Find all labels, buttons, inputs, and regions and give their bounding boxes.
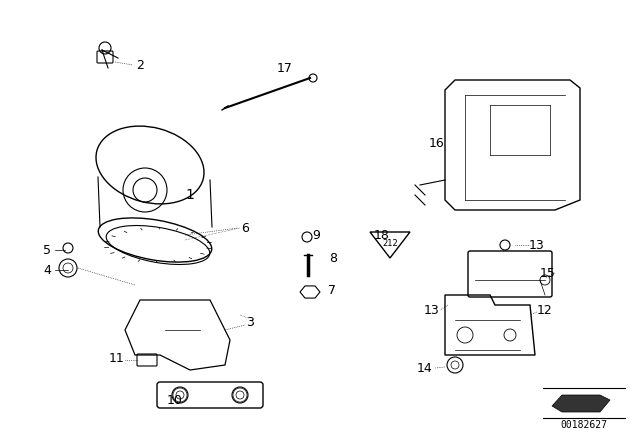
Text: 5: 5 (43, 244, 51, 257)
Text: 16: 16 (429, 137, 445, 150)
Text: 12: 12 (537, 303, 553, 316)
Text: 00182627: 00182627 (561, 420, 607, 430)
Text: 8: 8 (329, 251, 337, 264)
Text: 10: 10 (167, 393, 183, 406)
Text: 9: 9 (312, 228, 320, 241)
Text: 14: 14 (417, 362, 433, 375)
Text: 13: 13 (424, 303, 440, 316)
Text: 4: 4 (43, 263, 51, 276)
Text: 212: 212 (382, 238, 398, 247)
Text: 17: 17 (277, 61, 293, 74)
Text: 6: 6 (241, 221, 249, 234)
Text: 11: 11 (109, 352, 125, 365)
Text: 2: 2 (136, 59, 144, 72)
Text: 1: 1 (186, 188, 195, 202)
Text: 13: 13 (529, 238, 545, 251)
Text: 7: 7 (328, 284, 336, 297)
Text: 15: 15 (540, 267, 556, 280)
Text: 3: 3 (246, 315, 254, 328)
Text: 18: 18 (374, 228, 390, 241)
Polygon shape (552, 395, 610, 412)
